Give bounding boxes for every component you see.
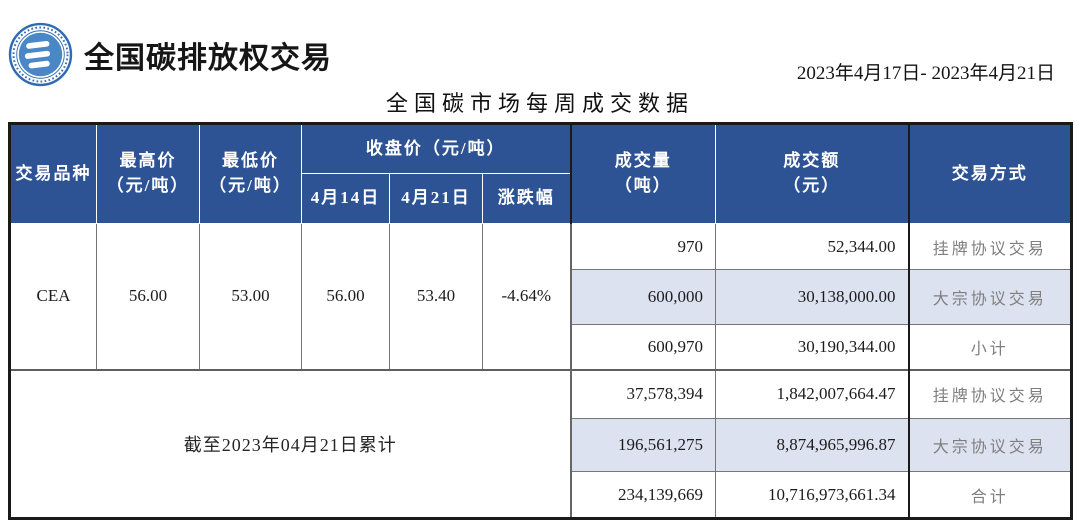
- col-header-close-apr14: 4月14日: [301, 173, 390, 224]
- table-row: 600,970 30,190,344.00 小计: [10, 324, 1072, 370]
- cell-volume: 234,139,669: [569, 471, 716, 519]
- col-header-close-apr21: 4月21日: [389, 173, 483, 224]
- cell-method: 大宗协议交易: [907, 418, 1072, 472]
- cell-change: -4.64%: [482, 223, 571, 370]
- cell-method: 小计: [907, 324, 1072, 370]
- brand-name: 全国碳排放权交易: [84, 41, 332, 75]
- col-header-volume: 成交量 （吨）: [569, 123, 716, 224]
- table-row: CEA 56.00 53.00 56.00 53.40 -4.64% 970 5…: [9, 223, 1072, 370]
- cell-volume: 196,561,275: [569, 418, 716, 472]
- cell-amount: 1,842,007,664.47: [715, 368, 909, 419]
- cell-volume: 37,578,394: [569, 368, 716, 419]
- cell-volume: 600,970: [569, 324, 716, 370]
- col-header-change: 涨跌幅: [482, 173, 571, 224]
- report-period: 2023年4月17日- 2023年4月21日: [796, 63, 1055, 84]
- cell-amount: 30,190,344.00: [715, 324, 909, 370]
- cell-amount: 30,138,000.00: [715, 269, 909, 325]
- cell-method: 合计: [907, 471, 1072, 519]
- page-title: 全国碳市场每周成交数据: [385, 91, 694, 116]
- cell-product: CEA: [9, 223, 97, 370]
- col-header-amount: 成交额 （元）: [715, 123, 909, 224]
- col-header-method: 交易方式: [907, 123, 1072, 224]
- col-header-low: 最低价 （元/吨）: [199, 123, 302, 224]
- table-row: 234,139,669 10,716,973,661.34 合计: [10, 471, 1072, 519]
- cell-volume: 600,000: [569, 269, 716, 325]
- cell-amount: 52,344.00: [715, 223, 909, 270]
- table-row: 600,000 30,138,000.00 大宗协议交易: [10, 269, 1072, 325]
- cell-volume: 970: [569, 223, 716, 270]
- weekly-trade-table: 交易品种 最高价 （元/吨） 最低价 （元/吨） 收盘价（元/吨） 成交量 （吨…: [8, 122, 1073, 520]
- cell-low: 53.00: [199, 223, 302, 370]
- cell-method: 大宗协议交易: [907, 269, 1072, 325]
- col-header-close-group: 收盘价（元/吨）: [301, 123, 571, 174]
- cell-high: 56.00: [96, 223, 200, 370]
- cell-close-apr21: 53.40: [389, 223, 483, 370]
- cell-method: 挂牌协议交易: [907, 368, 1072, 419]
- brand: 全国碳排放权交易: [8, 22, 332, 87]
- cell-amount: 10,716,973,661.34: [715, 471, 909, 519]
- table-row: 196,561,275 8,874,965,996.87 大宗协议交易: [10, 418, 1072, 472]
- cell-cumulative-label: 截至2023年04月21日累计: [9, 368, 571, 519]
- cell-amount: 8,874,965,996.87: [715, 418, 909, 472]
- col-header-high: 最高价 （元/吨）: [96, 123, 200, 224]
- table-row: 截至2023年04月21日累计 37,578,394 1,842,007,664…: [9, 368, 1072, 519]
- cell-method: 挂牌协议交易: [907, 223, 1072, 270]
- carbon-exchange-logo-icon: [8, 22, 73, 87]
- cell-close-apr14: 56.00: [301, 223, 390, 370]
- col-header-product: 交易品种: [9, 123, 97, 224]
